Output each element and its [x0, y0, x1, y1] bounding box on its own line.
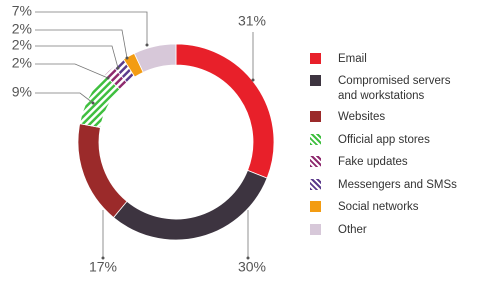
- legend-label: Social networks: [338, 201, 419, 213]
- legend-label: Email: [338, 53, 367, 65]
- legend-item: Compromised servers and workstations: [310, 74, 463, 104]
- legend-label: Messengers and SMSs: [338, 179, 457, 191]
- leader-dot: [246, 256, 250, 260]
- leader-dot: [125, 56, 129, 60]
- legend-swatch: [310, 111, 321, 122]
- leader-line: [35, 92, 94, 104]
- value-label: 17%: [89, 259, 117, 275]
- leader-line: [35, 45, 119, 69]
- legend-item: Official app stores: [310, 133, 463, 148]
- legend-item: Websites: [310, 110, 463, 125]
- legend-swatch: [310, 156, 321, 167]
- legend-label: Other: [338, 224, 367, 236]
- leader-dot: [101, 256, 105, 260]
- legend-swatch: [310, 179, 321, 190]
- legend-swatch: [310, 75, 321, 86]
- value-label: 2%: [12, 37, 32, 53]
- donut-slice: [112, 169, 268, 241]
- donut-slice: [77, 123, 128, 219]
- value-label: 7%: [12, 3, 32, 19]
- leader-dot: [251, 78, 255, 82]
- leader-line: [35, 63, 109, 79]
- legend-label: Compromised servers and workstations: [338, 75, 451, 102]
- leader-line: [35, 11, 148, 45]
- legend-swatch: [310, 53, 321, 64]
- value-label: 9%: [12, 84, 32, 100]
- leader-line: [35, 29, 128, 59]
- legend-item: Other: [310, 223, 463, 238]
- legend-swatch: [310, 134, 321, 145]
- legend-label: Websites: [338, 111, 386, 123]
- leader-dot: [145, 43, 149, 47]
- value-label: 30%: [238, 259, 266, 275]
- legend-item: Messengers and SMSs: [310, 178, 463, 193]
- legend-item: Email: [310, 52, 463, 67]
- legend-swatch: [310, 224, 321, 235]
- legend-label: Fake updates: [338, 156, 408, 168]
- leader-dot: [116, 66, 120, 70]
- value-label: 2%: [12, 55, 32, 71]
- legend-swatch: [310, 201, 321, 212]
- leader-dot: [106, 76, 110, 80]
- donut-slice: [175, 43, 275, 179]
- legend-item: Social networks: [310, 200, 463, 215]
- legend-item: Fake updates: [310, 155, 463, 170]
- value-label: 31%: [238, 13, 266, 29]
- donut-slice: [133, 43, 177, 73]
- legend-label: Official app stores: [338, 134, 430, 146]
- leader-dot: [91, 101, 95, 105]
- value-label: 2%: [12, 21, 32, 37]
